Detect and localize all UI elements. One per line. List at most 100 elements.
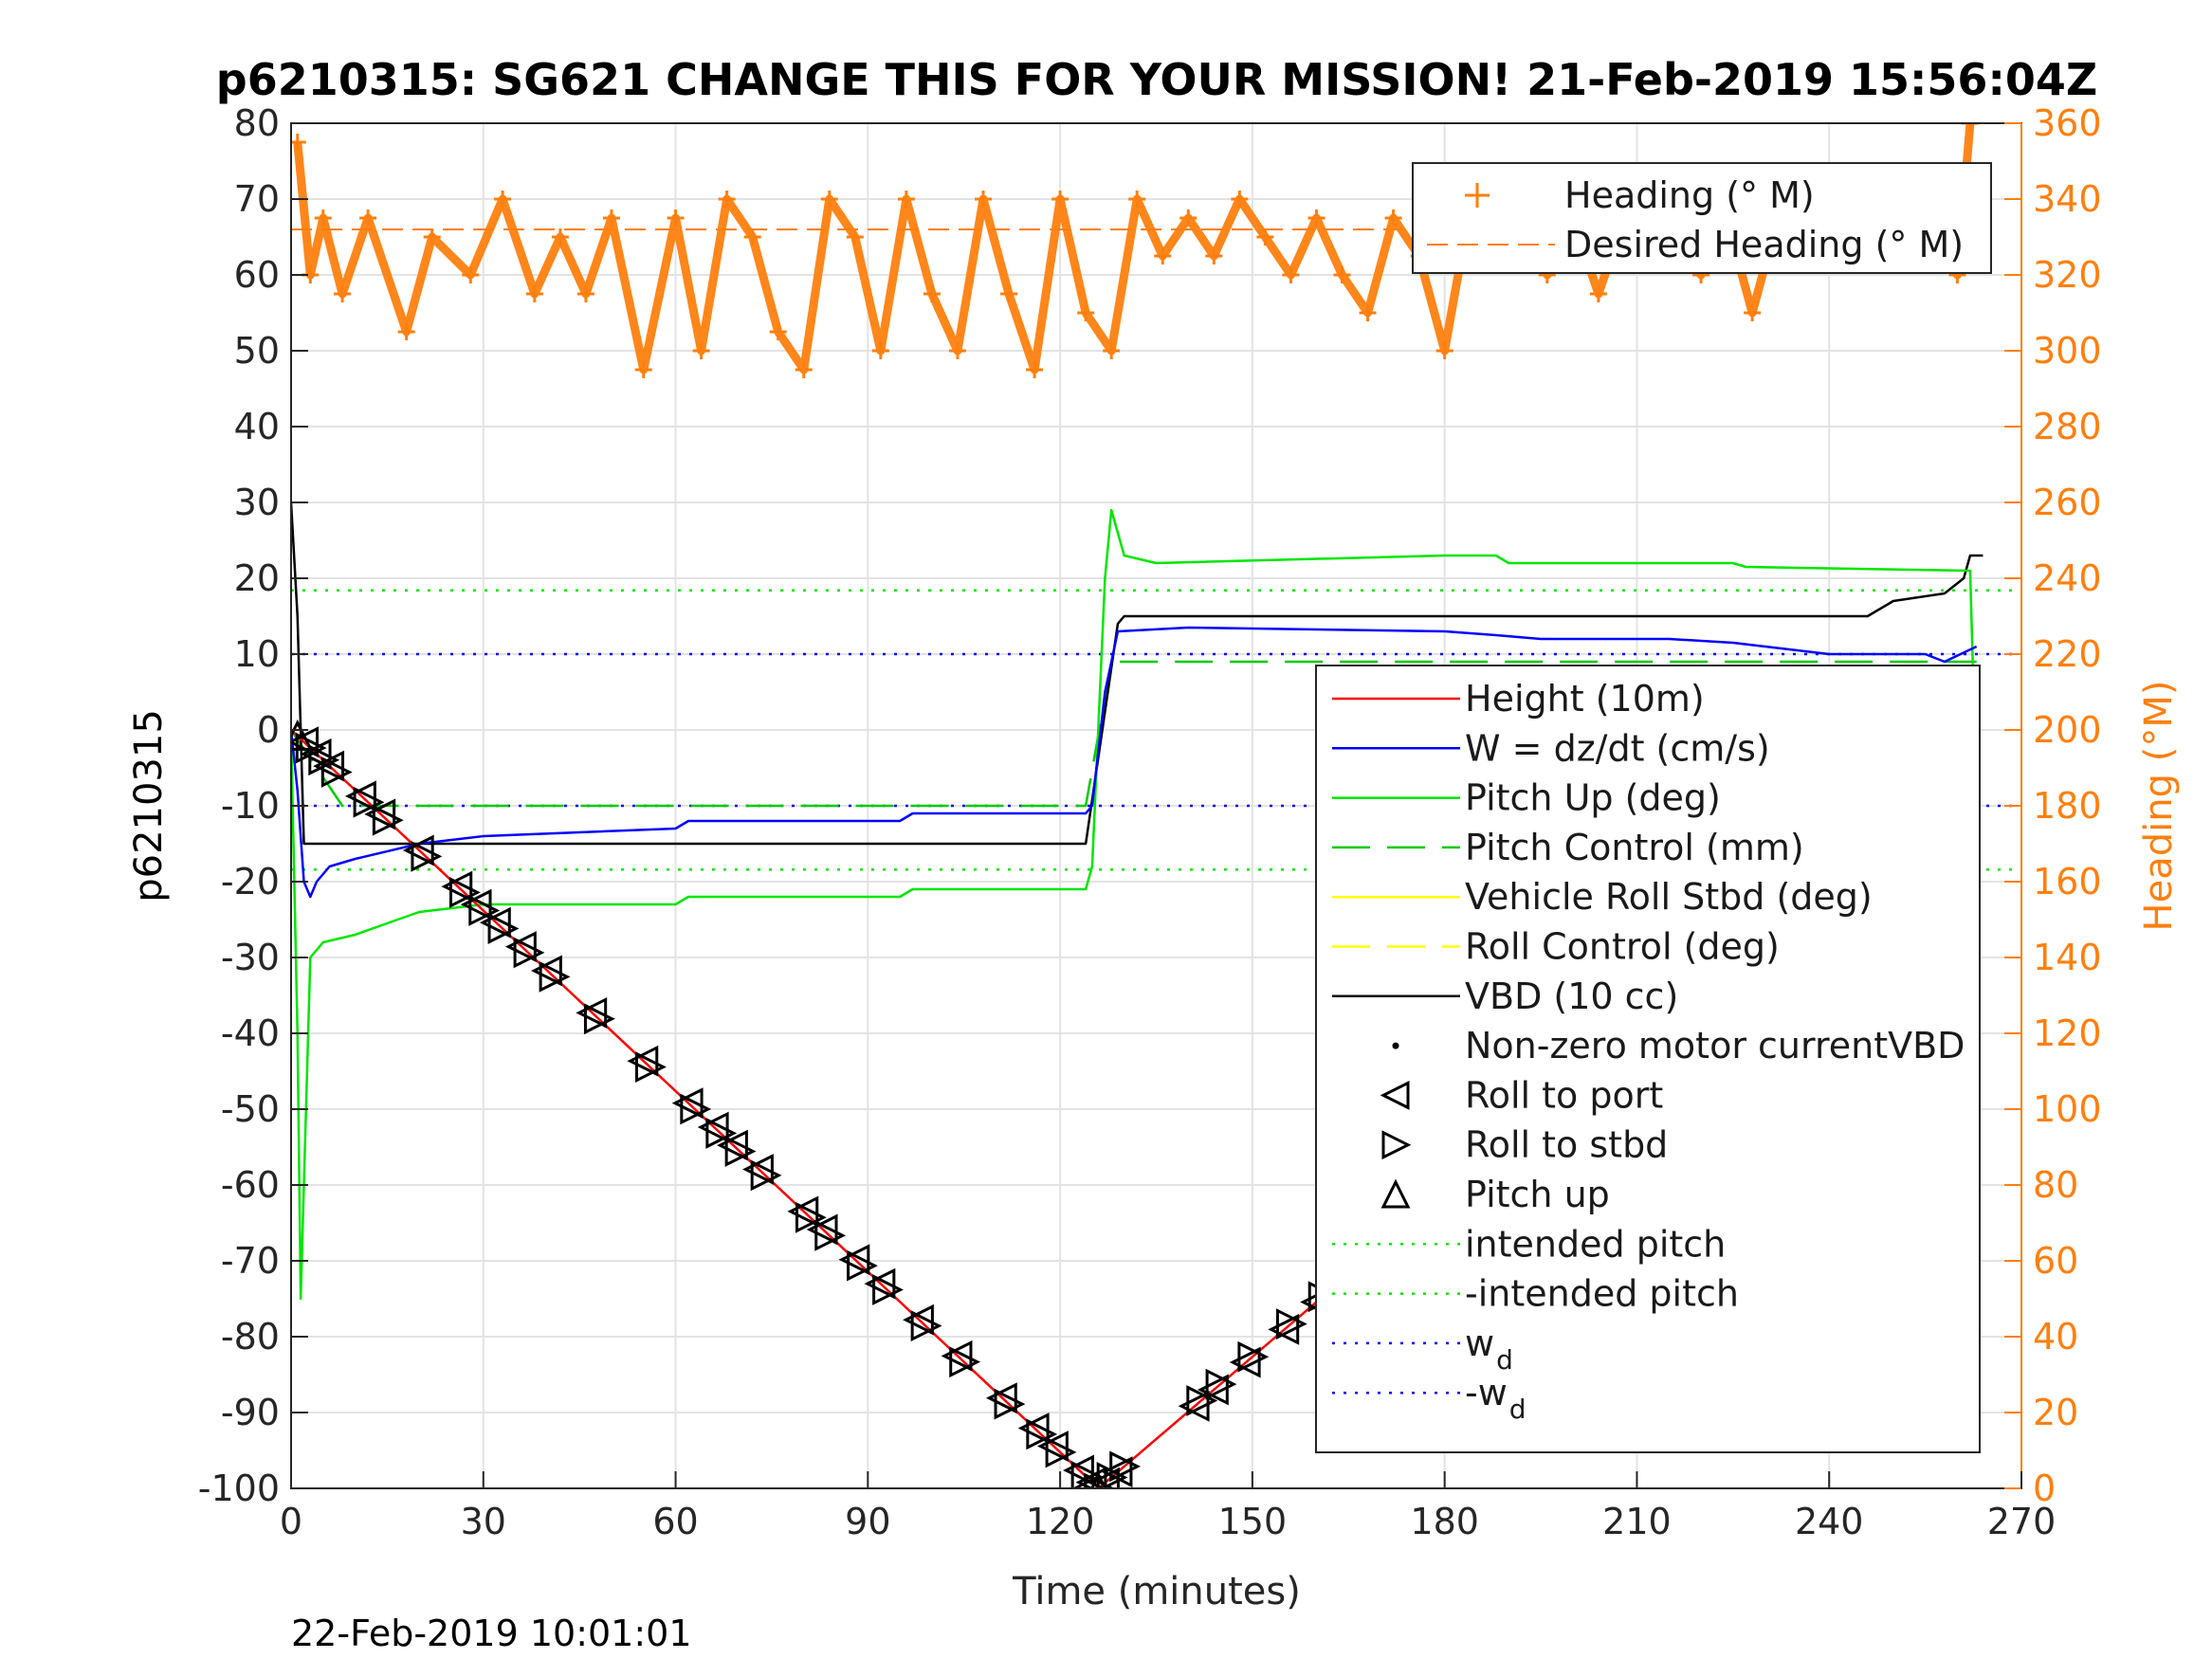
reference-lines [291, 589, 2021, 871]
y-tick-label-right: 80 [2033, 1164, 2078, 1206]
y-tick-label-right: 0 [2033, 1468, 2056, 1509]
y-tick-label-right: 280 [2033, 406, 2102, 447]
x-tick-label: 240 [1795, 1501, 1864, 1542]
y-tick-label-right: 240 [2033, 557, 2102, 599]
x-axis-label: Time (minutes) [1012, 1570, 1301, 1613]
legend-label-motor-current: Non-zero motor currentVBD [1465, 1025, 1965, 1066]
heading-marker [769, 323, 787, 340]
heading-marker [1307, 210, 1325, 227]
y-tick-label-right: 20 [2033, 1392, 2078, 1433]
heading-marker [1384, 210, 1402, 227]
right-axis-ticks: 3603403203002802602402202001801601401201… [2004, 102, 2102, 1509]
roll-to-stbd-marker [1205, 1368, 1237, 1400]
heading-marker [871, 342, 889, 359]
y-tick-label-left: 50 [234, 330, 280, 372]
y-tick-label-right: 160 [2033, 861, 2102, 902]
y-tick-label-left: -80 [221, 1316, 280, 1358]
roll-to-port-marker [1017, 1413, 1050, 1444]
roll-to-stbd-marker [468, 895, 501, 926]
roll-to-stbd-marker [635, 1051, 667, 1083]
roll-to-port-marker [806, 1213, 838, 1246]
legend-label-roll-control: Roll Control (deg) [1465, 926, 1780, 968]
roll-to-port-marker [787, 1195, 819, 1228]
heading-marker [462, 266, 480, 283]
x-axis-ticks: 0 30 60 90 120 150 180 210 240 270 [280, 1471, 2056, 1542]
x-tick-label: 60 [652, 1501, 698, 1542]
heading-marker [718, 191, 736, 208]
roll-to-stbd-marker [1186, 1385, 1218, 1416]
heading-marker [948, 342, 966, 359]
roll-to-port-marker [479, 906, 511, 939]
roll-to-port-marker [742, 1154, 774, 1185]
x-tick-label: 90 [845, 1501, 890, 1542]
heading-marker [1589, 285, 1607, 302]
y-tick-label-right: 200 [2033, 709, 2102, 751]
legend-label-vehicle-roll: Vehicle Roll Stbd (deg) [1465, 876, 1873, 918]
legend-label-w: W = dz/dt (cm/s) [1465, 727, 1770, 769]
roll-to-port-marker [1063, 1454, 1094, 1486]
heading-marker [846, 228, 864, 246]
roll-to-port-marker [1075, 1467, 1107, 1488]
roll-to-stbd-marker [1109, 1450, 1142, 1483]
roll-to-stbd-marker [949, 1346, 981, 1378]
heading-marker [820, 191, 838, 208]
legend-label-pitch-up-marker: Pitch up [1465, 1174, 1610, 1215]
y-tick-label-right: 340 [2033, 178, 2102, 220]
legend-heading-box [1412, 162, 1992, 274]
y-tick-label-left: -60 [221, 1164, 280, 1206]
y-tick-label-left: 40 [234, 406, 280, 447]
y-tick-label-right: 260 [2033, 482, 2102, 523]
y-tick-label-right: 120 [2033, 1012, 2102, 1054]
roll-to-stbd-marker [724, 1136, 757, 1167]
y-tick-label-left: 0 [257, 709, 280, 751]
y-axis-label-right: Heading (°M) [2137, 681, 2181, 932]
roll-to-port-marker [344, 780, 376, 812]
heading-marker [1128, 191, 1146, 208]
roll-to-port-marker [364, 798, 396, 830]
legend-swatch-roll-to-stbd [1381, 1130, 1412, 1160]
pitch-up-line [291, 508, 1978, 1301]
roll-to-port-marker [1229, 1346, 1261, 1378]
heading-marker [397, 323, 415, 340]
x-tick-label: 150 [1218, 1501, 1288, 1542]
y-tick-label-right: 300 [2033, 330, 2102, 372]
heading-marker [1103, 342, 1121, 359]
roll-to-port-marker [460, 888, 492, 921]
y-tick-label-left: 10 [234, 633, 280, 675]
legend-label-pitch-up: Pitch Up (deg) [1465, 777, 1721, 819]
roll-to-stbd-marker [320, 757, 353, 788]
y-tick-label-right: 320 [2033, 254, 2102, 296]
legend-heading: Heading (° M) Desired Heading (° M) [1412, 162, 1992, 274]
heading-marker [1205, 247, 1223, 264]
roll-to-port-marker [576, 996, 608, 1029]
roll-to-stbd-marker [411, 840, 443, 872]
legend-label-neg-wd: -w [1465, 1372, 1508, 1413]
heading-marker [525, 285, 543, 302]
y-tick-label-left: 30 [234, 482, 280, 523]
roll-to-port-marker [1268, 1313, 1300, 1345]
y-tick-label-left: 80 [234, 102, 280, 144]
roll-to-stbd-marker [910, 1310, 942, 1341]
heading-marker [1333, 266, 1351, 283]
heading-marker [1256, 228, 1274, 246]
heading-marker [494, 191, 512, 208]
roll-to-port-marker [671, 1087, 704, 1120]
roll-to-stbd-marker [680, 1093, 712, 1125]
x-tick-label: 120 [1026, 1501, 1095, 1542]
heading-marker [359, 210, 377, 227]
roll-to-port-marker [1036, 1431, 1069, 1462]
pitch-up-marker [291, 719, 314, 751]
legend-swatch-pitch-up-marker [1380, 1178, 1411, 1209]
roll-to-port-marker [441, 870, 473, 902]
w-line [291, 626, 1978, 899]
y-tick-label-left: -40 [221, 1012, 280, 1054]
y-tick-label-right: 360 [2033, 102, 2102, 144]
legend-label-roll-to-port: Roll to port [1465, 1074, 1663, 1116]
x-tick-label: 210 [1602, 1501, 1672, 1542]
y-tick-label-left: -20 [221, 861, 280, 902]
roll-to-stbd-marker [487, 913, 520, 944]
heading-marker [1154, 247, 1172, 264]
roll-to-port-marker [300, 738, 332, 770]
roll-to-port-marker [313, 750, 345, 782]
heading-marker [1026, 361, 1044, 378]
